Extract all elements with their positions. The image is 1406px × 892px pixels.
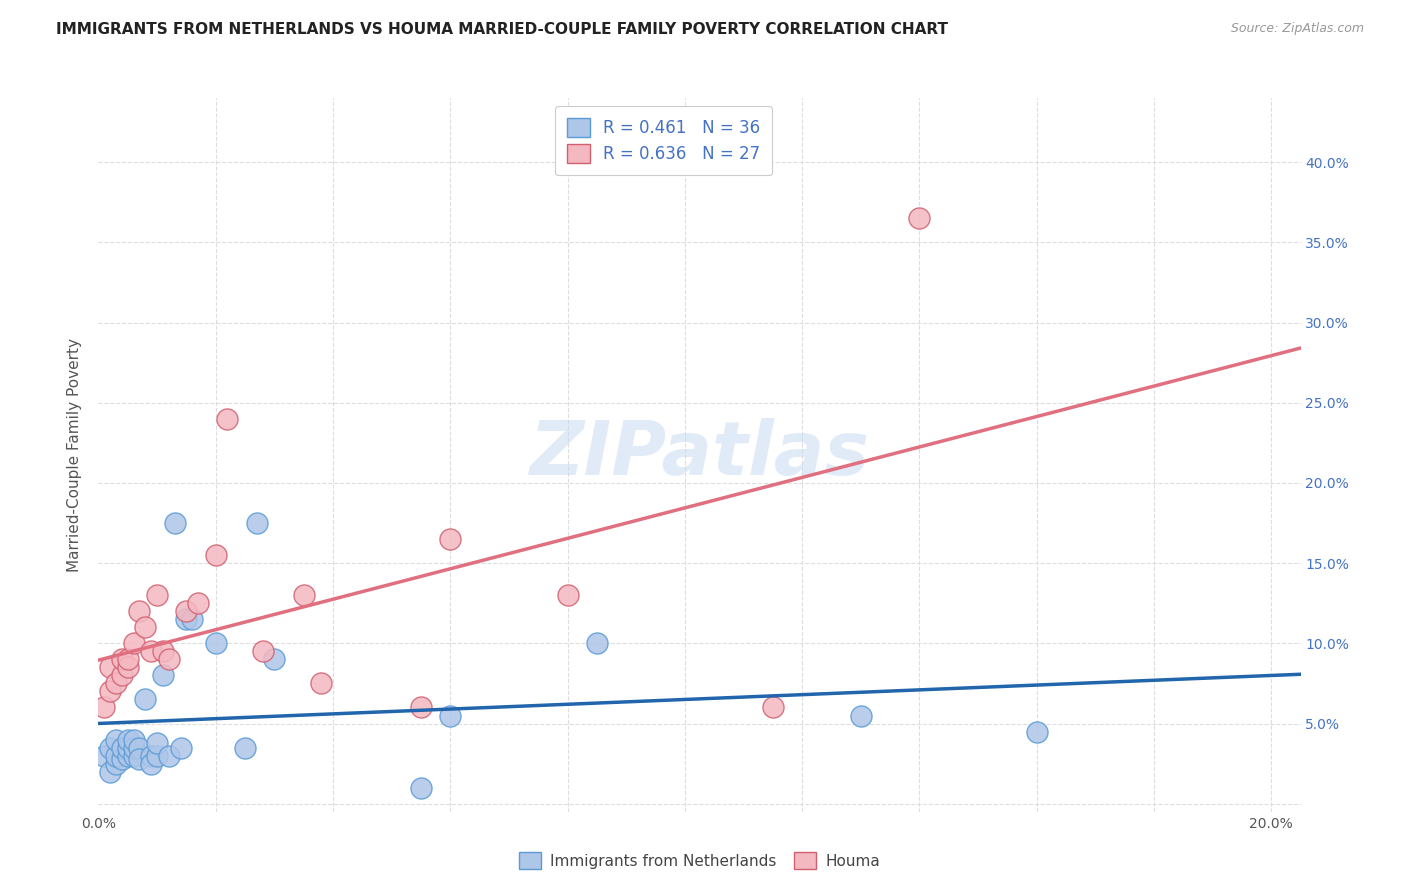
Point bbox=[146, 736, 169, 750]
Point bbox=[141, 644, 163, 658]
Text: ZIPatlas: ZIPatlas bbox=[530, 418, 869, 491]
Point bbox=[146, 748, 169, 763]
Point bbox=[146, 588, 169, 602]
Y-axis label: Married-Couple Family Poverty: Married-Couple Family Poverty bbox=[67, 338, 83, 572]
Point bbox=[134, 620, 156, 634]
Point bbox=[122, 740, 145, 755]
Text: Source: ZipAtlas.com: Source: ZipAtlas.com bbox=[1230, 22, 1364, 36]
Point bbox=[111, 652, 134, 666]
Point bbox=[98, 764, 121, 779]
Point bbox=[98, 740, 121, 755]
Point bbox=[181, 612, 204, 626]
Point bbox=[204, 636, 226, 650]
Point bbox=[908, 211, 931, 226]
Point bbox=[263, 652, 285, 666]
Legend: Immigrants from Netherlands, Houma: Immigrants from Netherlands, Houma bbox=[513, 846, 886, 875]
Point bbox=[217, 412, 239, 426]
Text: IMMIGRANTS FROM NETHERLANDS VS HOUMA MARRIED-COUPLE FAMILY POVERTY CORRELATION C: IMMIGRANTS FROM NETHERLANDS VS HOUMA MAR… bbox=[56, 22, 948, 37]
Point bbox=[409, 780, 432, 795]
Point bbox=[105, 732, 128, 747]
Point bbox=[122, 732, 145, 747]
Point bbox=[157, 652, 180, 666]
Point bbox=[292, 588, 315, 602]
Point bbox=[1025, 724, 1047, 739]
Point bbox=[93, 748, 115, 763]
Point bbox=[309, 676, 332, 690]
Point bbox=[163, 516, 186, 530]
Point bbox=[152, 668, 174, 682]
Point bbox=[157, 748, 180, 763]
Point bbox=[176, 604, 198, 618]
Point bbox=[176, 612, 198, 626]
Point bbox=[98, 660, 121, 674]
Point bbox=[152, 644, 174, 658]
Point bbox=[557, 588, 579, 602]
Point bbox=[141, 748, 163, 763]
Point bbox=[117, 740, 139, 755]
Point bbox=[169, 740, 191, 755]
Point bbox=[409, 700, 432, 714]
Point bbox=[122, 636, 145, 650]
Point bbox=[246, 516, 269, 530]
Point bbox=[204, 548, 226, 562]
Point bbox=[128, 752, 150, 766]
Point bbox=[252, 644, 274, 658]
Point bbox=[117, 652, 139, 666]
Point bbox=[105, 756, 128, 771]
Point bbox=[586, 636, 609, 650]
Point bbox=[439, 708, 461, 723]
Point bbox=[98, 684, 121, 698]
Point bbox=[849, 708, 872, 723]
Point bbox=[122, 748, 145, 763]
Point bbox=[134, 692, 156, 706]
Point bbox=[105, 748, 128, 763]
Point bbox=[128, 740, 150, 755]
Point bbox=[93, 700, 115, 714]
Point bbox=[111, 740, 134, 755]
Point bbox=[187, 596, 209, 610]
Point bbox=[117, 732, 139, 747]
Point bbox=[111, 752, 134, 766]
Point bbox=[117, 660, 139, 674]
Point bbox=[762, 700, 785, 714]
Point bbox=[233, 740, 256, 755]
Point bbox=[141, 756, 163, 771]
Point bbox=[128, 604, 150, 618]
Point bbox=[111, 668, 134, 682]
Point bbox=[117, 748, 139, 763]
Point bbox=[105, 676, 128, 690]
Point bbox=[439, 532, 461, 546]
